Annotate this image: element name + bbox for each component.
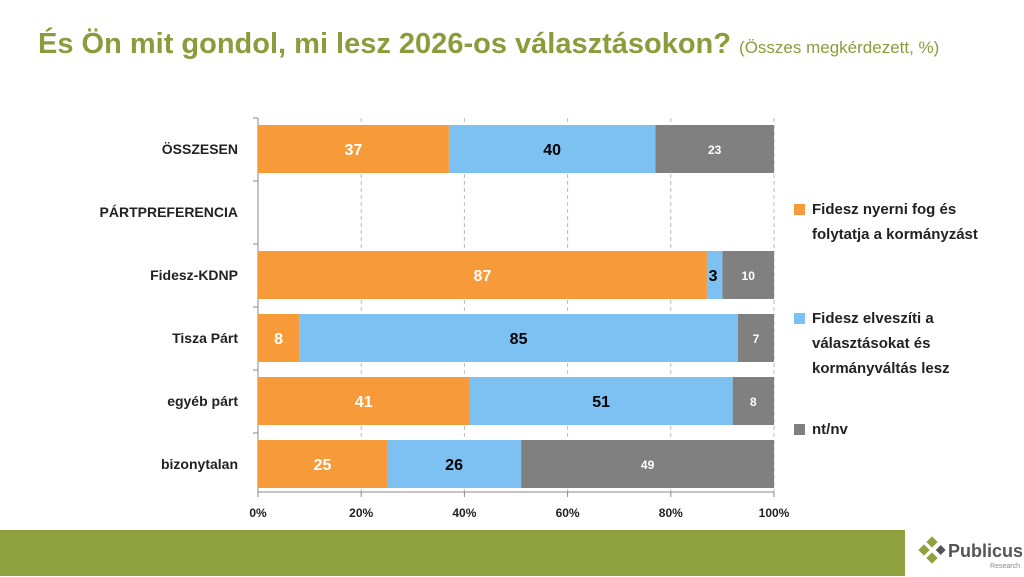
category-label: Fidesz-KDNP bbox=[150, 267, 238, 283]
legend-swatch bbox=[794, 204, 805, 215]
bar-segment bbox=[448, 125, 656, 173]
bar-segment bbox=[258, 125, 449, 173]
data-label: 37 bbox=[345, 142, 363, 159]
data-label: 10 bbox=[742, 269, 756, 283]
category-label: bizonytalan bbox=[161, 456, 238, 472]
page-title: És Ön mit gondol, mi lesz 2026-os válasz… bbox=[38, 28, 939, 61]
bar-segment bbox=[299, 314, 738, 362]
legend-item-fidesz-wins: Fidesz nyerni fog és folytatja a kormány… bbox=[794, 197, 1012, 247]
svg-text:Publicus: Publicus bbox=[948, 541, 1022, 561]
bar-segment bbox=[258, 440, 387, 488]
data-label: 8 bbox=[274, 331, 283, 348]
legend-swatch bbox=[794, 313, 805, 324]
category-label: egyéb párt bbox=[167, 393, 238, 409]
x-tick-label: 40% bbox=[452, 506, 476, 520]
legend-label: Fidesz nyerni fog és folytatja a kormány… bbox=[812, 201, 978, 243]
legend-label: Fidesz elveszíti a választásokat és korm… bbox=[812, 310, 950, 377]
legend-item-fidesz-loses: Fidesz elveszíti a választásokat és korm… bbox=[794, 306, 1012, 381]
bar-segment bbox=[737, 314, 774, 362]
category-label: PÁRTPREFERENCIA bbox=[100, 204, 238, 220]
bar-segment bbox=[521, 440, 774, 488]
data-label: 25 bbox=[314, 457, 332, 474]
x-tick-label: 80% bbox=[659, 506, 683, 520]
data-label: 7 bbox=[753, 332, 760, 346]
data-label: 40 bbox=[543, 142, 561, 159]
data-label: 8 bbox=[750, 395, 757, 409]
title-text: És Ön mit gondol, mi lesz 2026-os válasz… bbox=[38, 28, 731, 60]
category-label: Tisza Párt bbox=[172, 330, 238, 346]
bar-segment bbox=[732, 377, 774, 425]
data-label: 41 bbox=[355, 394, 373, 411]
bar-segment bbox=[258, 314, 300, 362]
bar-segment bbox=[722, 251, 774, 299]
legend-label: nt/nv bbox=[812, 421, 848, 438]
publicus-logo: Publicus Research bbox=[918, 536, 1023, 572]
x-tick-label: 0% bbox=[249, 506, 267, 520]
legend-item-nt-nv: nt/nv bbox=[794, 417, 1012, 442]
bar-segment bbox=[387, 440, 522, 488]
x-tick-label: 60% bbox=[556, 506, 580, 520]
data-label: 26 bbox=[445, 457, 463, 474]
footer-bar bbox=[0, 530, 905, 576]
svg-text:Research: Research bbox=[990, 563, 1020, 570]
data-label: 3 bbox=[709, 268, 718, 285]
data-label: 87 bbox=[474, 268, 492, 285]
data-label: 85 bbox=[510, 331, 528, 348]
x-tick-label: 20% bbox=[349, 506, 373, 520]
data-label: 49 bbox=[641, 458, 655, 472]
bar-segment bbox=[469, 377, 733, 425]
subtitle: (Összes megkérdezett, %) bbox=[739, 38, 940, 57]
bar-segment bbox=[706, 251, 723, 299]
bar-segment bbox=[655, 125, 774, 173]
category-label: ÖSSZESEN bbox=[162, 141, 238, 157]
data-label: 23 bbox=[708, 143, 722, 157]
bar-segment bbox=[258, 251, 707, 299]
bar-segment bbox=[258, 377, 470, 425]
x-tick-label: 100% bbox=[759, 506, 790, 520]
data-label: 51 bbox=[592, 394, 610, 411]
legend-swatch bbox=[794, 424, 805, 435]
logo-icon: Publicus Research bbox=[918, 536, 1023, 570]
